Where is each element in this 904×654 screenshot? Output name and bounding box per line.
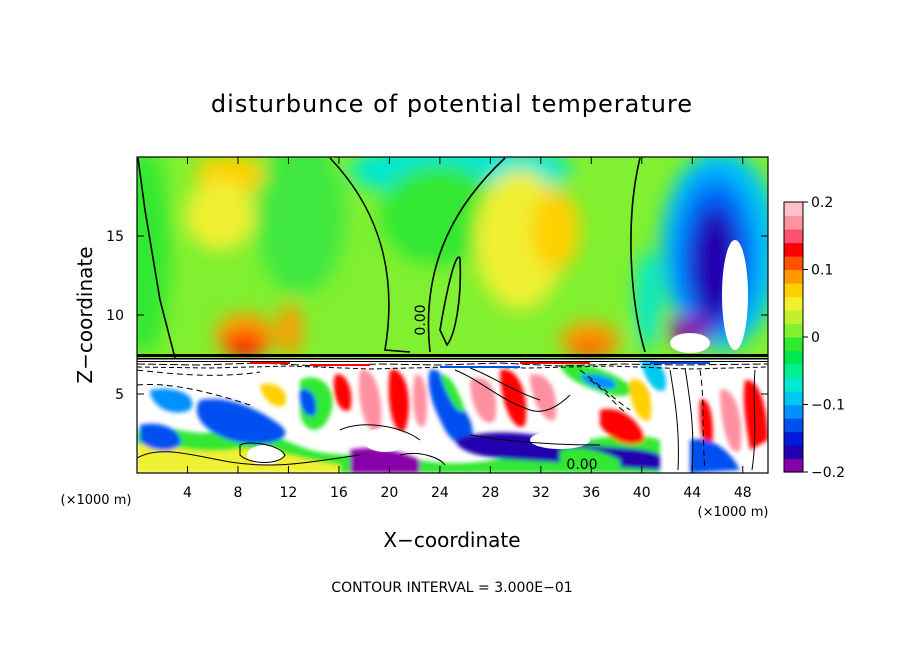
colorbar-swatch: [784, 404, 803, 419]
x-tick-label: 20: [380, 485, 398, 501]
colorbar-swatch: [784, 229, 803, 244]
colorbar-tick-label: 0.2: [811, 195, 833, 211]
x-axis-label: X−coordinate: [383, 528, 520, 552]
x-tick-label: 44: [683, 485, 701, 501]
colorbar-tick-label: −0.2: [811, 465, 845, 481]
x-tick-label: 40: [633, 485, 651, 501]
colorbar-swatch: [784, 310, 803, 325]
colorbar-swatch: [784, 215, 803, 230]
colorbar-tick-label: −0.1: [811, 398, 845, 414]
colorbar-tick-label: 0.1: [811, 263, 833, 279]
x-tick-label: 36: [582, 485, 600, 501]
colorbar-swatch: [784, 350, 803, 365]
x-tick-label: 16: [330, 485, 348, 501]
x-tick-label: 28: [481, 485, 499, 501]
y-axis: 5 10 15: [106, 229, 768, 403]
colorbar-swatch: [784, 242, 803, 257]
colorbar-swatch: [784, 445, 803, 460]
colorbar-swatch: [784, 283, 803, 298]
y-tick-label: 5: [115, 387, 124, 403]
contour-label-2: 0.00: [566, 457, 597, 473]
x-tick-label: 12: [280, 485, 298, 501]
y-axis-label: Z−coordinate: [73, 246, 97, 383]
upper-field: [137, 157, 768, 358]
colorbar-swatch: [784, 202, 803, 217]
colorbar-swatch: [784, 323, 803, 338]
contour-interval-note: CONTOUR INTERVAL = 3.000E−01: [331, 580, 572, 596]
y-tick-label: 10: [106, 308, 124, 324]
colorbar: 0.2 0.1 0 −0.1 −0.2: [783, 195, 845, 481]
x-tick-label: 4: [183, 485, 192, 501]
colorbar-swatch: [784, 391, 803, 406]
colorbar-swatch: [784, 337, 803, 352]
colorbar-swatch: [784, 458, 803, 473]
colorbar-swatch: [784, 256, 803, 271]
x-units-right: (×1000 m): [698, 505, 769, 520]
colorbar-swatch: [784, 296, 803, 311]
colorbar-swatch: [784, 431, 803, 446]
x-tick-label: 48: [734, 485, 752, 501]
colorbar-swatch: [784, 269, 803, 284]
x-axis: 4 8 12 16 20 24 28 32 36 40 44 48: [183, 157, 752, 501]
x-units-left: (×1000 m): [61, 493, 132, 508]
lower-field: [137, 358, 768, 473]
x-tick-label: 24: [431, 485, 449, 501]
x-tick-label: 8: [233, 485, 242, 501]
chart-title: disturbunce of potential temperature: [211, 90, 693, 118]
x-tick-label: 32: [532, 485, 550, 501]
y-tick-label: 15: [106, 229, 124, 245]
colorbar-swatch: [784, 418, 803, 433]
plot-area: 0.00 0.00: [136, 156, 769, 474]
colorbar-tick-label: 0: [811, 330, 820, 346]
colorbar-swatch: [784, 364, 803, 379]
contour-label-1: 0.00: [413, 304, 429, 335]
colorbar-swatch: [784, 377, 803, 392]
boundary-contours: [137, 354, 768, 370]
